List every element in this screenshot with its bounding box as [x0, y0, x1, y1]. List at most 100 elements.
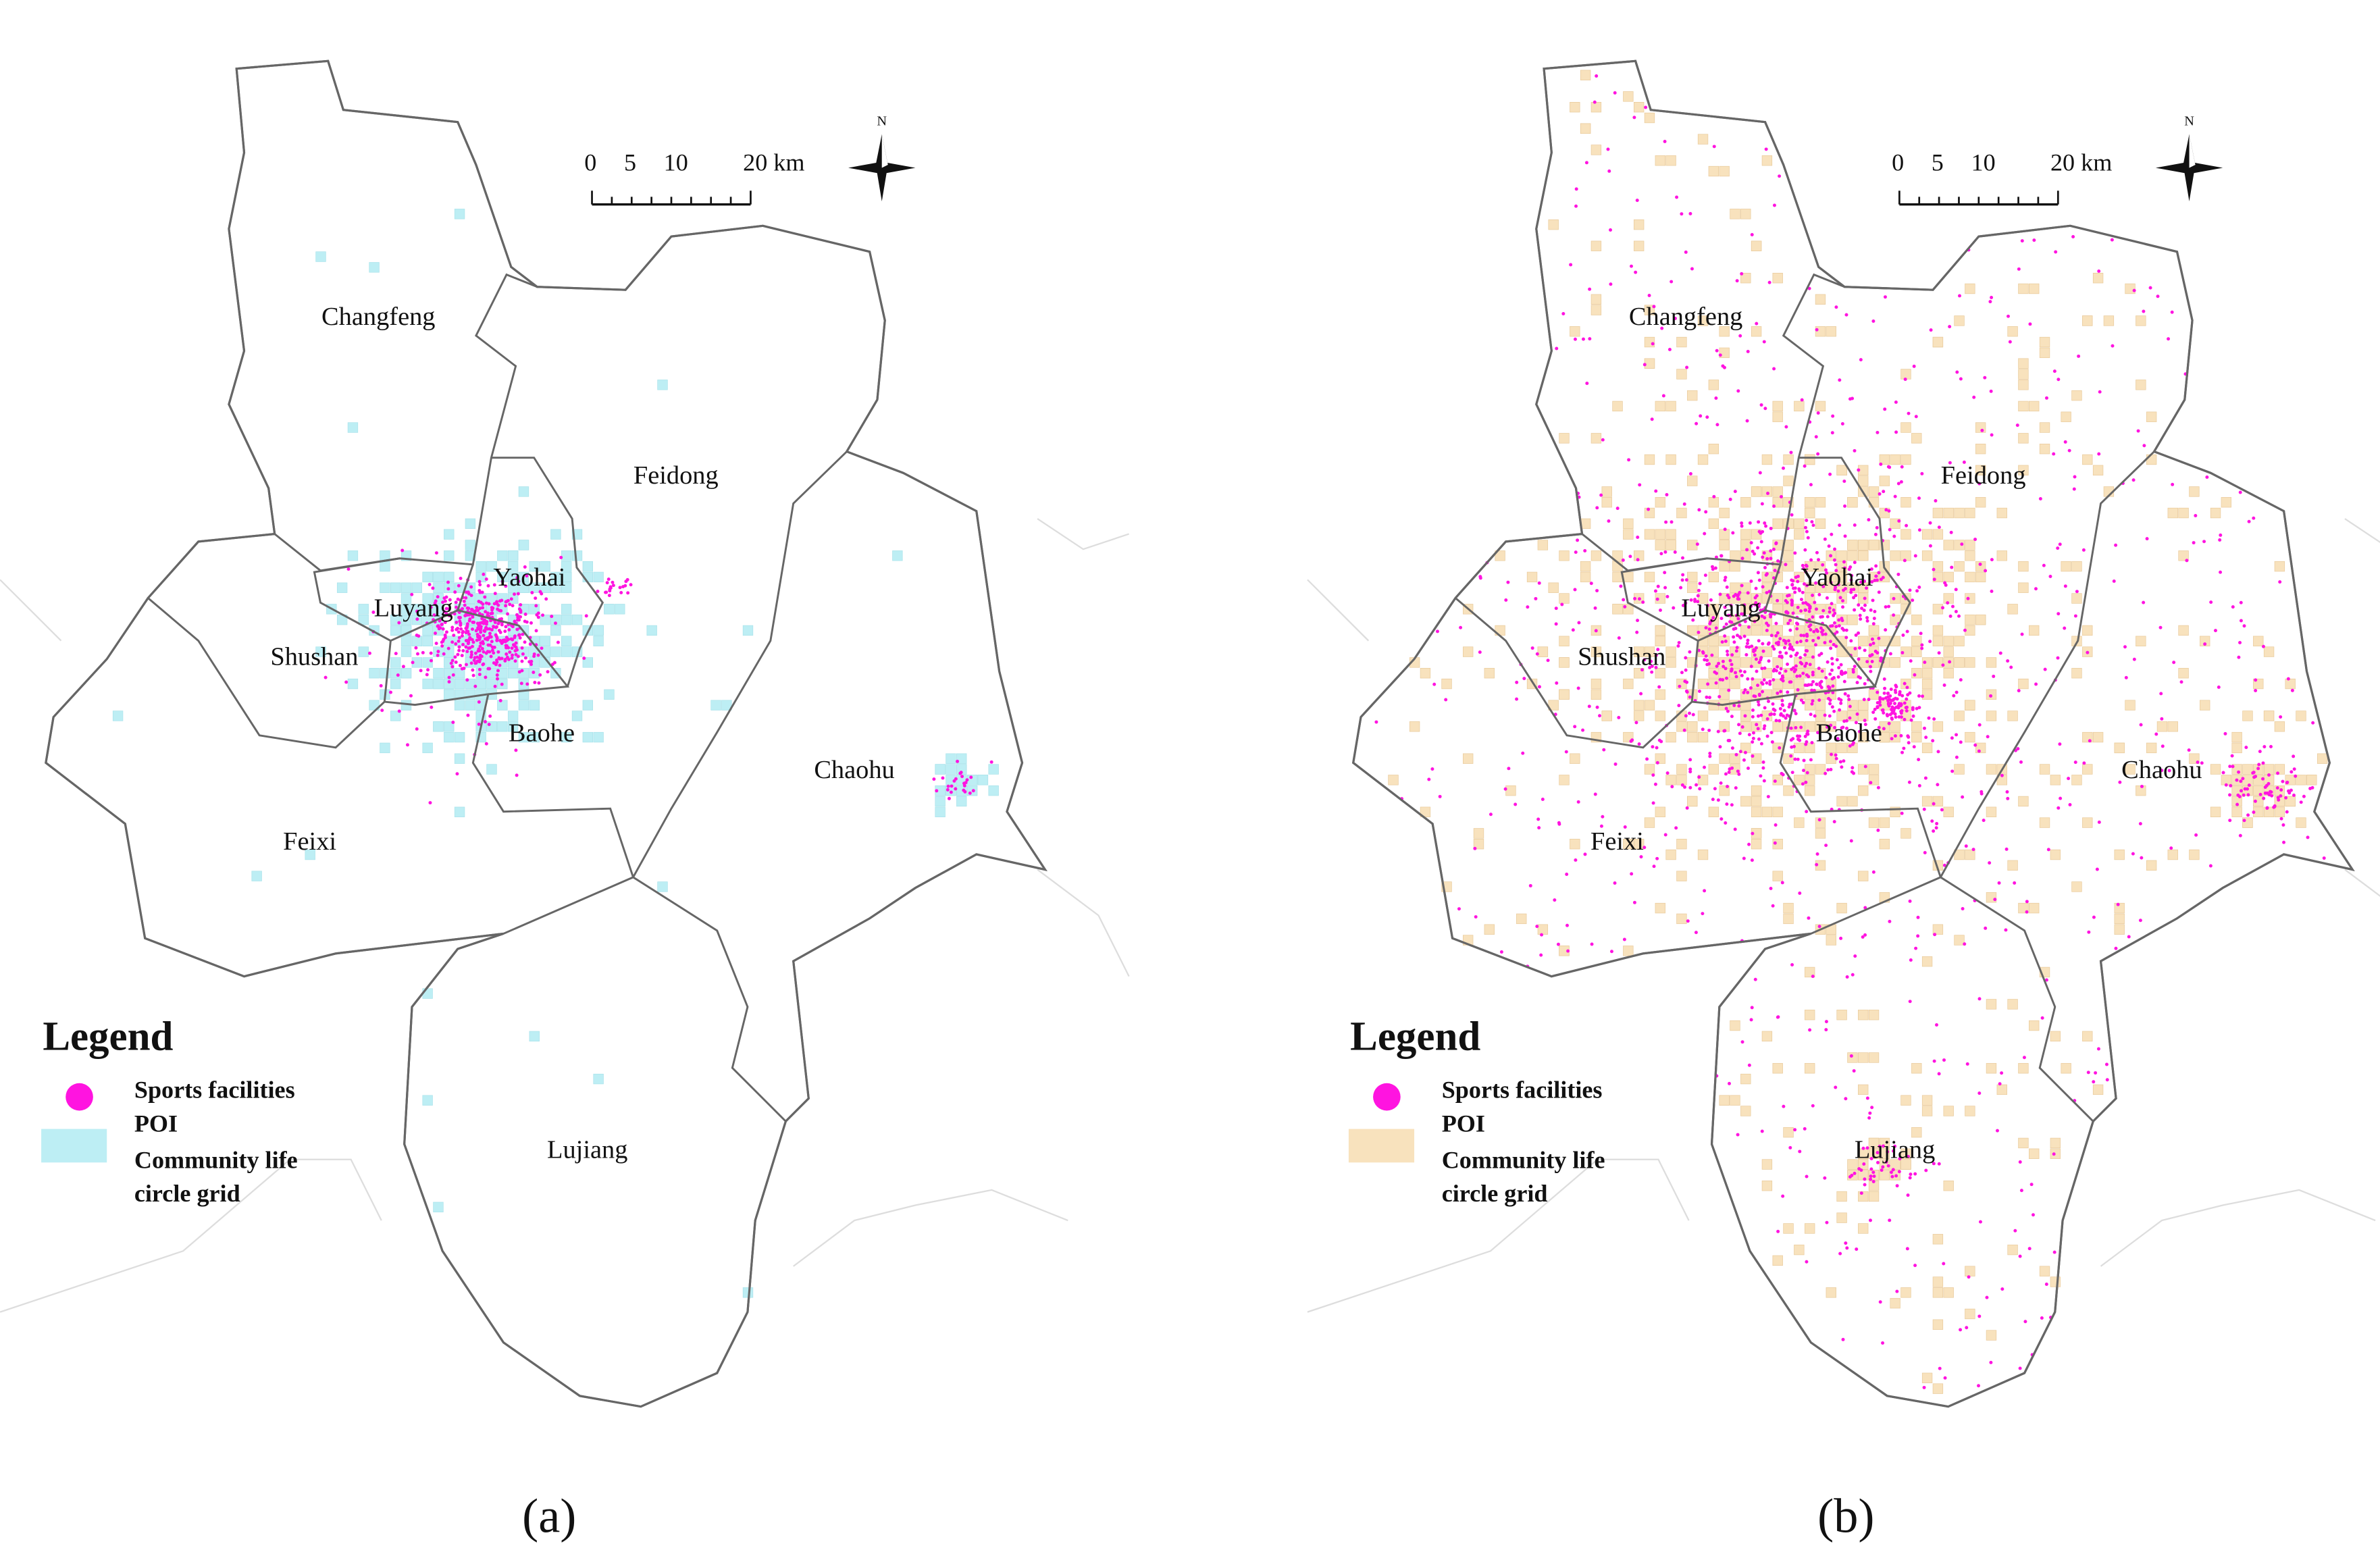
poi-dot [1724, 575, 1728, 579]
poi-dot [1758, 471, 1762, 475]
poi-dot [1940, 808, 1944, 812]
poi-dot [459, 623, 463, 627]
poi-dot [2239, 789, 2243, 793]
grid-cell [305, 849, 315, 860]
poi-layer [324, 548, 993, 805]
poi-dot [379, 683, 383, 688]
poi-dot [1829, 581, 1833, 585]
poi-dot [2273, 804, 2277, 808]
poi-dot [1769, 731, 1774, 735]
poi-dot [1799, 609, 1803, 613]
poi-dot [2040, 1316, 2044, 1320]
poi-dot [1907, 411, 1911, 415]
poi-dot [1684, 250, 1688, 254]
poi-dot [2242, 624, 2246, 628]
poi-dot [1765, 734, 1769, 738]
poi-dot [1889, 1170, 1893, 1174]
poi-dot [1909, 1172, 1913, 1177]
poi-dot [2290, 770, 2294, 774]
poi-dot [2231, 765, 2235, 769]
poi-dot [540, 646, 544, 650]
poi-dot [619, 591, 623, 594]
poi-dot [1842, 628, 1846, 632]
poi-dot [520, 669, 524, 673]
poi-dot [2229, 783, 2233, 787]
grid-cell [1986, 1063, 1997, 1074]
district-label: Luyang [1681, 594, 1760, 622]
poi-dot [1852, 1069, 1856, 1073]
grid-cell [1911, 1063, 1922, 1074]
panel-caption: (a) [522, 1489, 576, 1543]
poi-dot [2020, 239, 2024, 243]
poi-dot [2052, 1152, 2056, 1156]
grid-cell [1986, 999, 1997, 1010]
grid-cell [2082, 1031, 2093, 1042]
poi-dot [1571, 628, 1575, 632]
poi-dot [1924, 1168, 1928, 1172]
grid-cell [1783, 475, 1794, 486]
poi-dot [1736, 1133, 1740, 1137]
grid-cell [1900, 454, 1911, 465]
grid-cell [2007, 326, 2018, 337]
grid-cell [1676, 913, 1687, 925]
grid-cell [1932, 1234, 1944, 1245]
poi-dot [1718, 745, 1722, 749]
poi-dot [1803, 734, 1807, 738]
poi-dot [477, 673, 482, 677]
poi-dot [1762, 551, 1766, 555]
grid-cell [1858, 1010, 1869, 1021]
poi-dot [1799, 698, 1803, 702]
grid-cell [1986, 657, 1997, 668]
poi-dot [2261, 777, 2265, 781]
poi-dot [453, 590, 457, 594]
poi-dot [1838, 708, 1842, 712]
poi-dot [444, 595, 448, 599]
grid-cell [380, 561, 390, 572]
map-panel: ChangfengFeidongYaohaiLuyangShushanBaohe… [1307, 59, 2380, 1543]
grid-cell [1815, 764, 1826, 775]
poi-dot [1803, 653, 1807, 657]
grid-cell [1740, 529, 1751, 540]
grid-cell [1868, 1052, 1880, 1063]
poi-dot [1743, 714, 1747, 718]
grid-cell [1708, 443, 1719, 455]
poi-dot [464, 645, 468, 649]
poi-dot [2281, 823, 2285, 827]
poi-dot [1663, 550, 1667, 554]
poi-dot [489, 619, 493, 623]
poi-dot [1836, 589, 1840, 593]
poi-dot [1728, 620, 1732, 624]
poi-dot [1602, 748, 1606, 752]
poi-dot [2138, 919, 2142, 923]
poi-dot [1726, 653, 1730, 657]
poi-dot [2160, 717, 2164, 721]
grid-cell [2136, 636, 2146, 646]
grid-cell [1623, 518, 1634, 529]
poi-dot [2258, 750, 2262, 754]
poi-dot [1946, 601, 1950, 605]
poi-dot [520, 659, 524, 663]
poi-dot [1984, 926, 1988, 930]
grid-cell [2071, 881, 2082, 892]
poi-dot [1798, 892, 1802, 895]
poi-dot [1613, 762, 1618, 766]
poi-dot [515, 773, 519, 777]
grid-cell [2082, 764, 2093, 775]
poi-dot [1760, 667, 1764, 671]
poi-dot [1835, 630, 1839, 634]
poi-dot [2052, 452, 2056, 456]
grid-cell [1644, 764, 1655, 775]
poi-dot [462, 667, 466, 671]
poi-dot [2018, 1160, 2022, 1164]
poi-dot [2279, 788, 2283, 792]
poi-dot [1753, 653, 1757, 657]
poi-dot [1819, 626, 1823, 630]
poi-dot [1536, 817, 1541, 821]
legend-label: Sports facilities [134, 1077, 295, 1104]
poi-dot [487, 602, 491, 606]
poi-dot [1813, 600, 1817, 604]
grid-cell [2125, 764, 2136, 775]
scale-label: 20 km [2050, 149, 2112, 176]
grid-cell [2296, 817, 2306, 828]
grid-cell [1580, 70, 1591, 80]
